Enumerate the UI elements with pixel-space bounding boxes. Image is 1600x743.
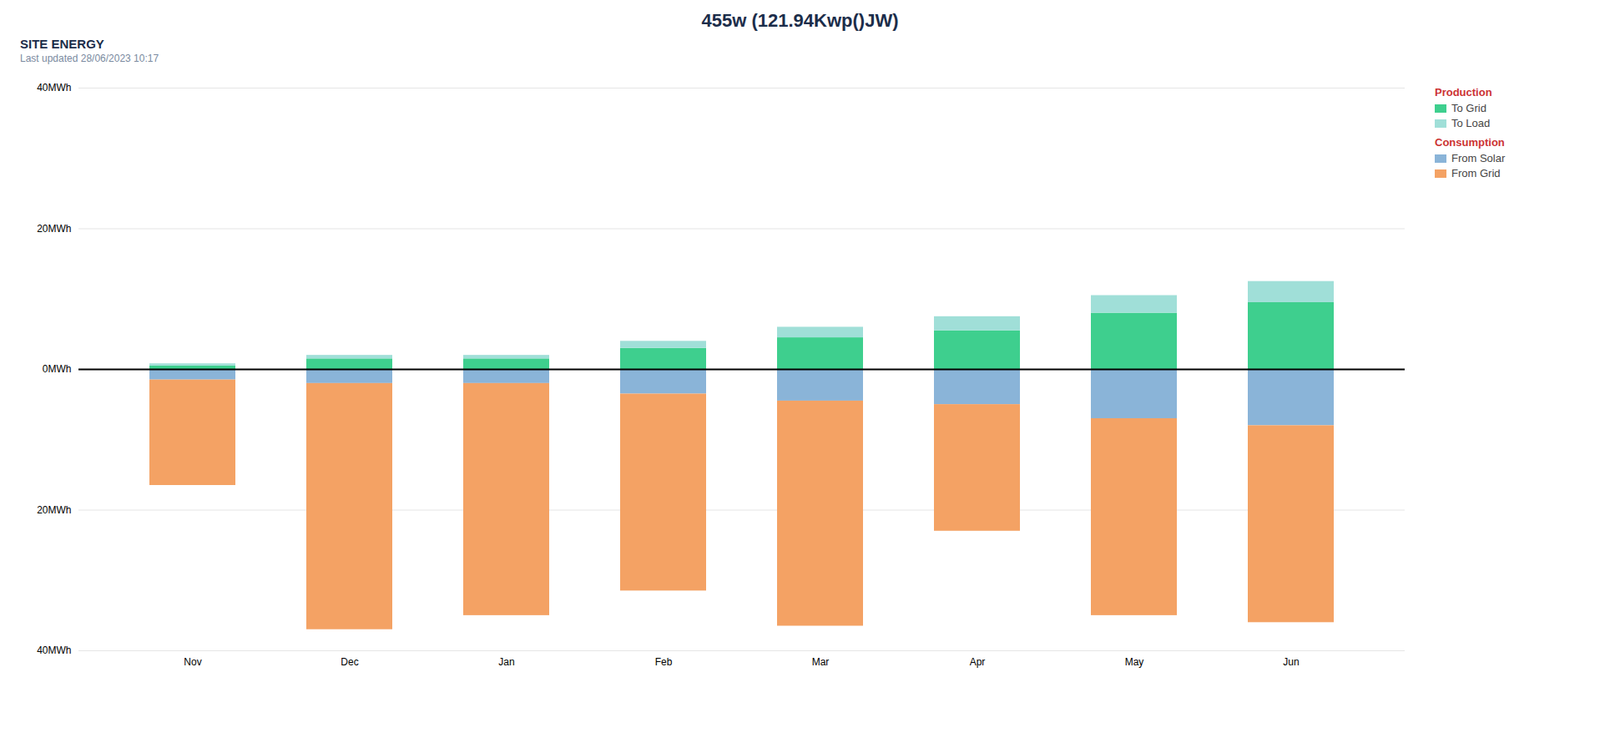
svg-text:20MWh: 20MWh (36, 222, 71, 235)
svg-text:0MWh: 0MWh (42, 363, 72, 375)
svg-text:Mar: Mar (812, 656, 830, 668)
svg-text:Dec: Dec (340, 656, 359, 668)
svg-text:20MWh: 20MWh (36, 504, 71, 516)
html-text:455w (121.94Kwp()JW): 455w (121.94Kwp()JW) (701, 10, 899, 31)
svg-text:Jun: Jun (1282, 656, 1299, 668)
html-text:From Grid: From Grid (1451, 166, 1501, 180)
html-text:From Solar: From Solar (1451, 151, 1506, 165)
html-text:To Load: To Load (1451, 116, 1491, 130)
svg-text:Feb: Feb (655, 656, 673, 668)
html-text:To Grid: To Grid (1451, 101, 1487, 115)
html-text:Production: Production (1434, 85, 1492, 99)
html-text:SITE ENERGY: SITE ENERGY (20, 36, 105, 51)
svg-text:May: May (1125, 656, 1145, 668)
html-text:Last updated 28/06/2023 10:17: Last updated 28/06/2023 10:17 (20, 52, 159, 65)
svg-text:40MWh: 40MWh (36, 644, 71, 657)
svg-text:Apr: Apr (969, 656, 986, 668)
svg-text:Jan: Jan (498, 656, 515, 668)
html-text:Consumption: Consumption (1434, 136, 1505, 149)
svg-text:40MWh: 40MWh (36, 81, 71, 94)
svg-text:Nov: Nov (183, 656, 202, 668)
